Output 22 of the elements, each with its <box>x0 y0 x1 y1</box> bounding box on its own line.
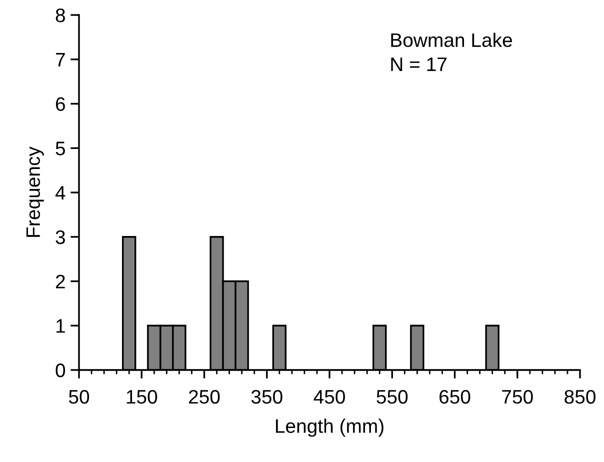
y-tick-label: 1 <box>56 319 65 333</box>
x-tick-label: 550 <box>376 390 408 404</box>
x-tick-label: 50 <box>68 390 90 404</box>
x-tick-label: 450 <box>314 390 345 404</box>
x-tick-label: 650 <box>440 390 470 404</box>
x-axis-title: Length (mm) <box>276 418 384 437</box>
y-tick-label: 6 <box>56 97 65 111</box>
y-axis-title: Frequency <box>26 146 44 237</box>
y-tick-label: 5 <box>56 142 65 156</box>
x-tick-label: 250 <box>189 390 220 404</box>
y-tick-label: 8 <box>56 8 65 22</box>
y-tick-label: 4 <box>55 186 66 200</box>
x-tick-label: 750 <box>502 390 533 404</box>
x-tick-label: 350 <box>251 390 282 404</box>
y-tick-label: 3 <box>56 230 65 244</box>
annotation: Bowman Lake <box>391 32 512 48</box>
annotation: N = 17 <box>391 58 446 71</box>
y-tick-label: 7 <box>56 53 65 66</box>
x-tick-label: 150 <box>126 390 158 404</box>
y-tick-label: 2 <box>56 274 65 288</box>
x-tick-label: 850 <box>564 390 596 404</box>
y-tick-label: 0 <box>56 363 66 378</box>
